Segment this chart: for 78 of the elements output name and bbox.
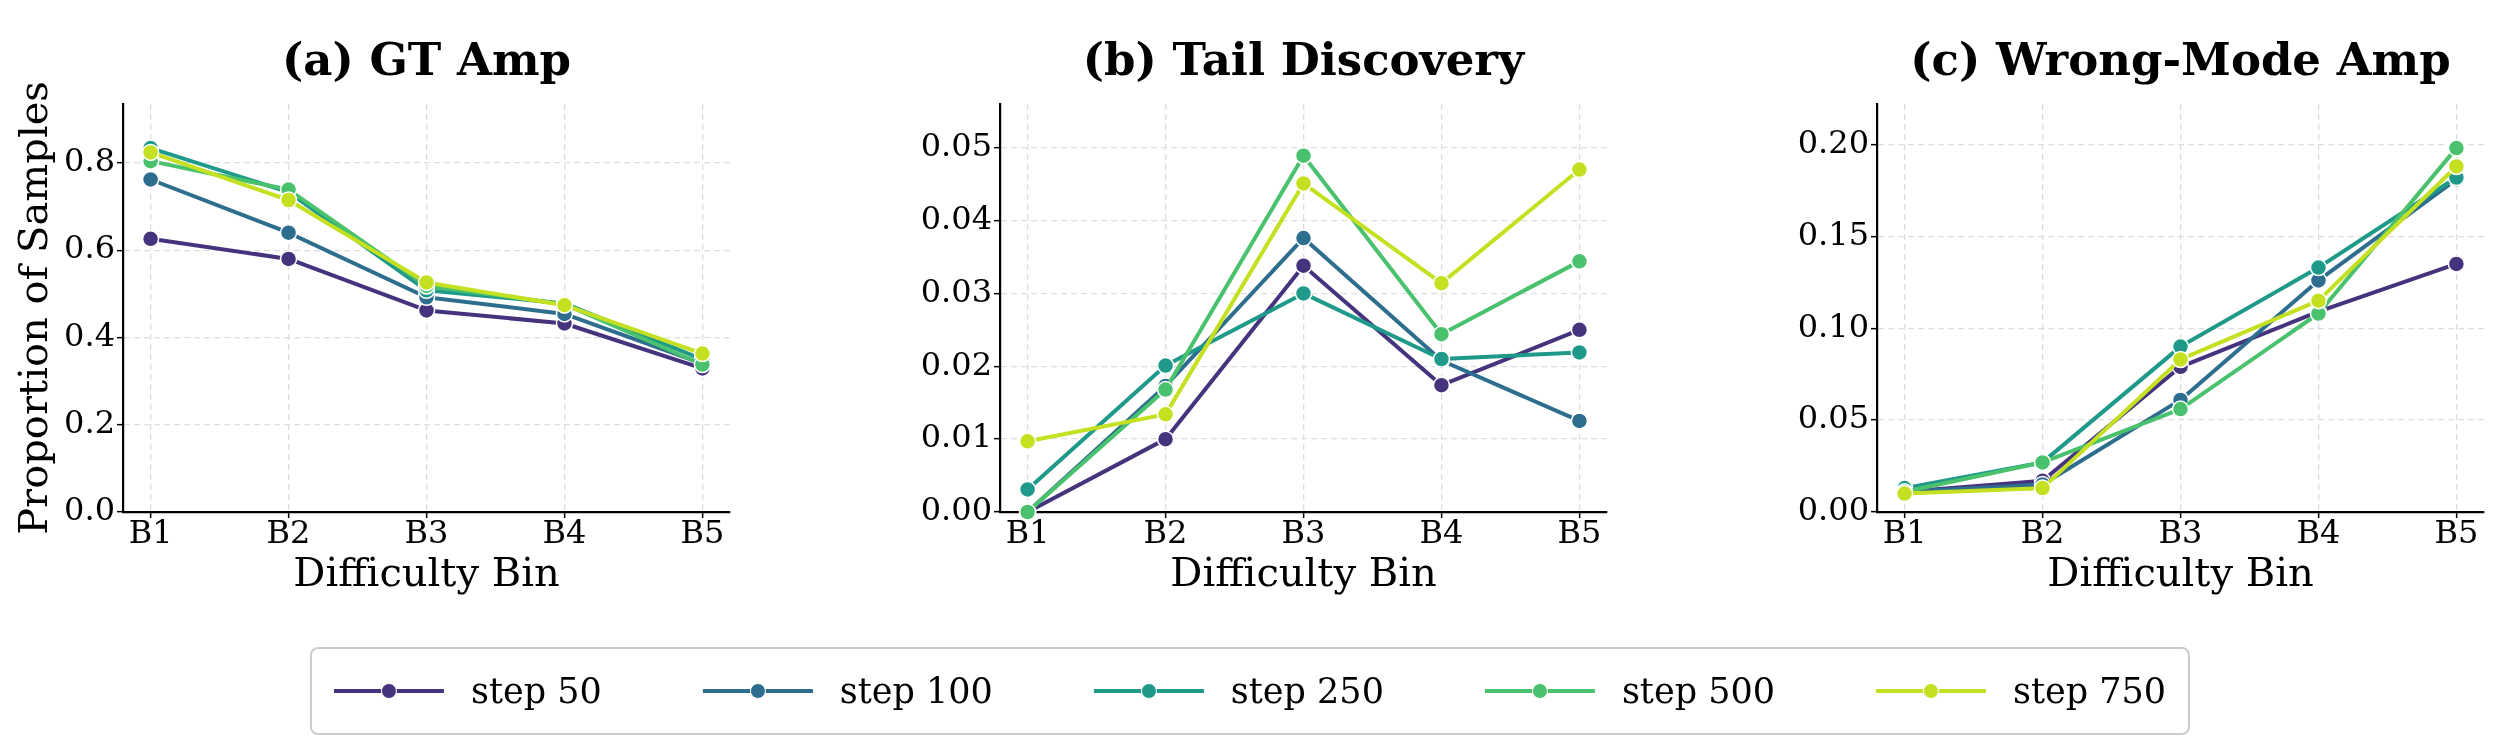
- x-tick-label: B2: [266, 512, 311, 551]
- y-tick-label: 0.15: [1797, 214, 1869, 253]
- x-tick-label: B4: [2296, 512, 2341, 551]
- x-tick-label: B5: [2434, 512, 2479, 551]
- point: [1156, 356, 1175, 375]
- x-tick-label: B2: [2020, 512, 2065, 551]
- x-axis-title: Difficulty Bin: [293, 549, 560, 596]
- x-tick-label: B1: [128, 512, 173, 551]
- chart-title: (b) Tail Discovery: [1082, 32, 1527, 86]
- x-tick-label: B4: [1419, 512, 1464, 551]
- y-tick-label: 0.2: [64, 403, 115, 442]
- y-tick-label: 0.10: [1797, 306, 1869, 345]
- point: [1570, 343, 1589, 362]
- legend-label: step 250: [1230, 670, 1384, 712]
- point: [1570, 412, 1589, 430]
- point: [2171, 350, 2190, 369]
- point: [279, 223, 298, 242]
- y-axis-title: Proportion of Samples: [10, 81, 57, 535]
- point: [1018, 432, 1037, 451]
- point: [1432, 325, 1451, 343]
- point: [1294, 146, 1313, 165]
- point: [1156, 380, 1175, 399]
- point: [1156, 430, 1175, 448]
- point: [1294, 229, 1313, 247]
- point: [2309, 291, 2328, 310]
- x-tick-label: B1: [1005, 512, 1050, 551]
- legend-label: step 500: [1621, 670, 1775, 712]
- chart-title: (a) GT Amp: [282, 32, 571, 86]
- y-tick-label: 0.03: [920, 271, 992, 310]
- point: [1156, 405, 1175, 424]
- x-tick-label: B2: [1143, 512, 1188, 551]
- y-tick-label: 0.20: [1797, 122, 1869, 161]
- point: [417, 273, 436, 292]
- y-tick-label: 0.00: [1797, 490, 1869, 529]
- point: [2309, 258, 2328, 277]
- point: [141, 230, 160, 248]
- chart-title: (c) Wrong-Mode Amp: [1910, 32, 2451, 86]
- point: [141, 170, 160, 189]
- legend-label: step 100: [839, 670, 993, 712]
- point: [1432, 376, 1451, 394]
- x-tick-label: B1: [1882, 512, 1927, 551]
- point: [1570, 252, 1589, 271]
- point: [279, 191, 298, 209]
- y-tick-label: 0.01: [920, 417, 992, 456]
- x-tick-label: B5: [1557, 512, 1602, 551]
- x-tick-label: B5: [680, 512, 725, 551]
- point: [1294, 174, 1313, 193]
- y-tick-label: 0.00: [920, 490, 992, 529]
- x-tick-label: B3: [2158, 512, 2203, 551]
- legend-label: step 50: [470, 670, 602, 712]
- point: [1018, 480, 1037, 499]
- x-tick-label: B4: [542, 512, 587, 551]
- y-tick-label: 0.6: [64, 228, 115, 267]
- x-axis-title: Difficulty Bin: [2047, 549, 2314, 596]
- point: [2447, 157, 2466, 176]
- legend-label: step 750: [2012, 670, 2167, 712]
- point: [279, 250, 298, 268]
- x-tick-label: B3: [404, 512, 449, 551]
- x-axis-title: Difficulty Bin: [1170, 549, 1437, 596]
- point: [1294, 284, 1313, 303]
- y-tick-label: 0.4: [64, 315, 115, 354]
- y-tick-label: 0.05: [1797, 398, 1869, 437]
- y-tick-label: 0.8: [64, 141, 115, 180]
- point: [1294, 256, 1313, 275]
- x-tick-label: B3: [1281, 512, 1326, 551]
- y-tick-label: 0.04: [920, 198, 992, 237]
- point: [693, 344, 712, 363]
- point: [2033, 479, 2052, 497]
- point: [1570, 160, 1589, 179]
- point: [2447, 255, 2466, 273]
- point: [1432, 274, 1451, 292]
- y-tick-label: 0.05: [920, 126, 992, 165]
- y-tick-label: 0.0: [64, 490, 115, 529]
- point: [1570, 321, 1589, 339]
- point: [2447, 139, 2466, 157]
- y-tick-label: 0.02: [920, 344, 992, 383]
- point: [141, 143, 160, 162]
- point: [2171, 400, 2190, 418]
